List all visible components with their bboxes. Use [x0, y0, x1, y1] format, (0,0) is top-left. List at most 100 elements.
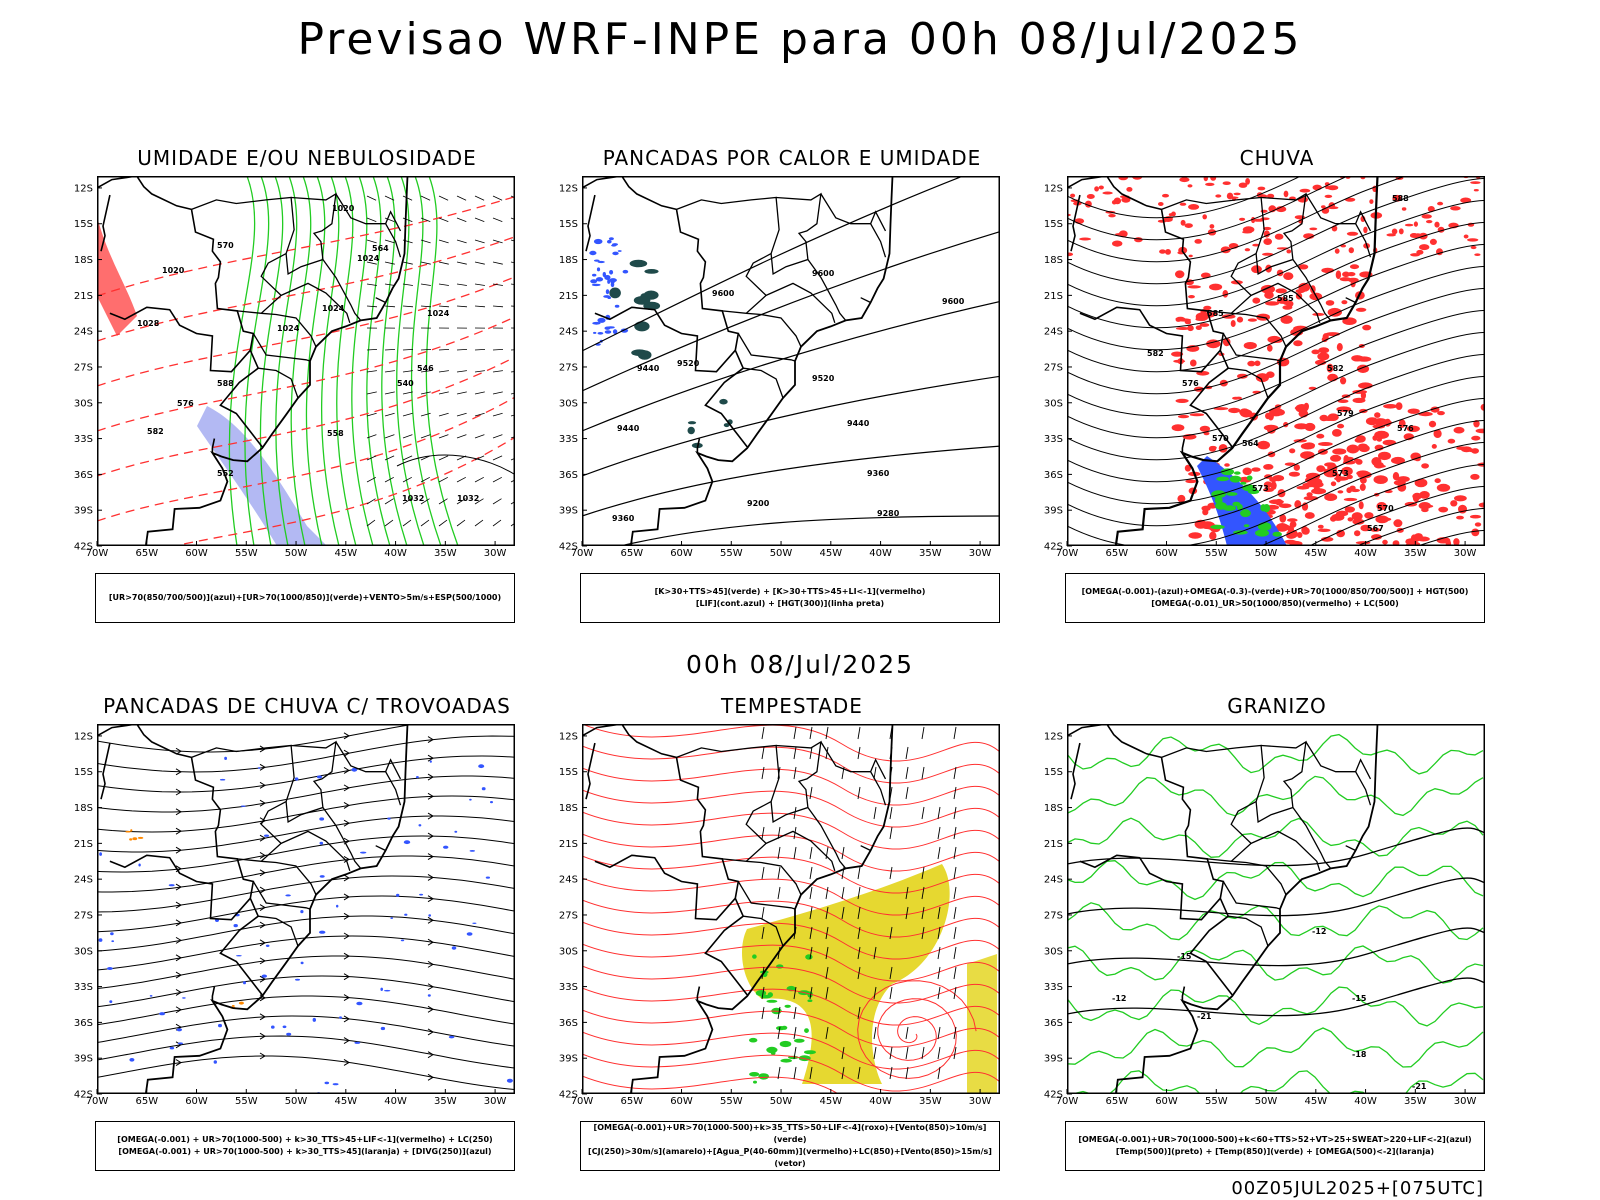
wind-vector [366, 455, 377, 461]
wind-vector [953, 986, 957, 1000]
field-patch [1175, 270, 1185, 279]
flow-arrow [343, 819, 350, 827]
wind-vector [420, 476, 430, 483]
field-patch [1346, 231, 1359, 236]
field-patch [1433, 429, 1442, 438]
field-patch [1317, 528, 1331, 532]
lat-tick-label: 30S [1044, 946, 1063, 957]
hgt-contour [582, 300, 1000, 432]
field-patch [1188, 204, 1200, 210]
contour-label: 9440 [847, 419, 870, 428]
lat-tick-label: 18S [1044, 803, 1063, 814]
field-patch [609, 270, 614, 275]
wind-vector [420, 391, 431, 395]
legend-chuva: [OMEGA(-0.001)-(azul)+OMEGA(-0.3)-(verde… [1065, 573, 1485, 623]
wind-vector [809, 846, 813, 860]
field-patch [1447, 438, 1456, 444]
wind-vector [937, 806, 941, 820]
field-patch [805, 954, 813, 960]
wind-vector [953, 846, 957, 860]
wind-vector [492, 239, 503, 244]
lon-tick-label: 65W [620, 1096, 643, 1107]
wind-vector [777, 1026, 781, 1040]
field-patch [589, 250, 597, 256]
wind-vector [438, 349, 450, 351]
lc850-streamline [582, 855, 1000, 894]
wind-vector [384, 476, 394, 483]
field-patch [1220, 468, 1235, 476]
field-patch [595, 277, 604, 282]
wind-vector [793, 806, 797, 820]
wind-vector [474, 283, 485, 286]
field-patch [1325, 300, 1335, 306]
field-patch [336, 904, 339, 908]
streamline [97, 1055, 515, 1091]
field-patch [1252, 297, 1261, 304]
flow-arrow [175, 919, 182, 927]
field-patch [1335, 270, 1342, 279]
field-patch [1475, 428, 1485, 434]
field-patch [1341, 300, 1348, 305]
lon-tick-label: 55W [720, 548, 743, 559]
contour-label: 582 [1147, 349, 1164, 358]
lon-tick-label: 35W [919, 1096, 942, 1107]
contour-label: -18 [1352, 1050, 1367, 1059]
field-patch [111, 940, 115, 943]
lon-tick-label: 30W [969, 548, 992, 559]
wind-vector [402, 283, 413, 286]
wind-vector [456, 261, 467, 265]
lon-tick-label: 55W [235, 548, 258, 559]
field-patch [1374, 412, 1381, 418]
contour-label: 585 [1277, 294, 1294, 303]
wind-vector [456, 455, 467, 461]
wind-vector [420, 455, 431, 461]
wind-vector [474, 239, 485, 244]
lat-tick-label: 30S [559, 398, 578, 409]
thickness-contour [97, 356, 515, 477]
field-patch [1126, 187, 1133, 192]
field-patch [609, 278, 617, 283]
field-patch [605, 289, 610, 295]
wind-vector [402, 498, 412, 505]
field-patch [419, 893, 424, 896]
lon-tick-label: 60W [670, 548, 693, 559]
field-patch [719, 398, 728, 405]
field-patch [1289, 448, 1296, 454]
wind-vector [510, 283, 515, 286]
field-patch [1360, 524, 1371, 532]
wind-vector [366, 217, 377, 222]
field-patch [1334, 248, 1340, 254]
field-patch [1312, 312, 1325, 316]
field-patch [1236, 316, 1244, 323]
wind-vector [402, 519, 412, 527]
field-patch [617, 250, 622, 252]
wind-vector [384, 349, 396, 351]
field-patch [1319, 414, 1329, 422]
field-patch [1205, 182, 1215, 186]
contour-label: 9200 [747, 499, 770, 508]
field-patch [1407, 408, 1420, 414]
field-patch [755, 990, 767, 997]
field-patch [1296, 485, 1310, 490]
field-patch [1202, 508, 1209, 516]
wind-vector [793, 1066, 797, 1080]
wind-vector [953, 886, 957, 900]
field-patch [1460, 446, 1473, 453]
field-patch [1305, 472, 1321, 480]
thickness-contour [97, 195, 515, 297]
field-patch [1275, 206, 1287, 213]
wind-vector [905, 746, 909, 760]
wind-vector [384, 239, 395, 244]
field-patch [1359, 483, 1366, 491]
field-patch [1263, 464, 1274, 470]
wind-vector [857, 966, 861, 980]
field-patch [597, 260, 605, 264]
lon-tick-label: 45W [334, 548, 357, 559]
field-patch [1070, 199, 1080, 203]
wind-vector [492, 519, 502, 527]
wind-vector [873, 1026, 877, 1040]
streamline [1067, 287, 1485, 395]
flow-arrow [175, 971, 182, 979]
wind-vector [384, 305, 396, 308]
